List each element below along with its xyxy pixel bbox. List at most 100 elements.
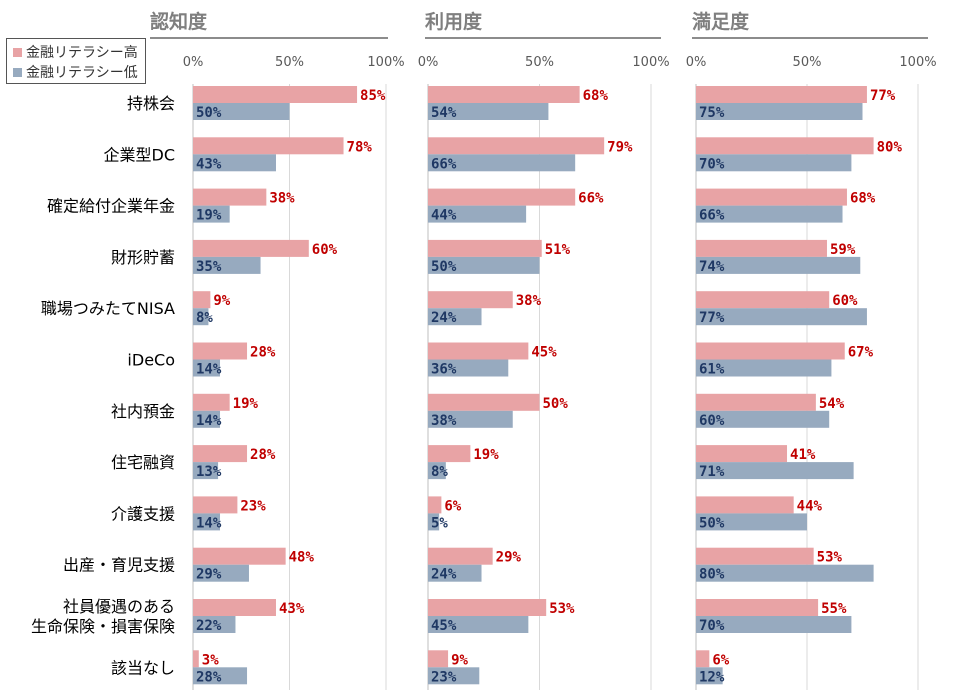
bar-0-1-9 — [193, 564, 249, 582]
bar-0-1-10 — [193, 616, 236, 633]
bar-2-1-9 — [696, 564, 874, 582]
bar-2-1-4 — [696, 308, 867, 326]
legend-swatch-low — [13, 67, 22, 77]
bar-0-1-8 — [193, 513, 221, 531]
data-label-0-0-8: 23% — [240, 498, 266, 514]
data-label-2-0-6: 54% — [819, 396, 845, 412]
data-label-0-0-3: 60% — [312, 242, 338, 258]
bar-1-0-10 — [428, 599, 547, 616]
data-label-0-1-10: 22% — [196, 618, 222, 634]
data-label-1-1-6: 38% — [431, 413, 457, 429]
tick-label-2-0: 0% — [686, 55, 707, 70]
data-label-0-1-0: 50% — [196, 105, 222, 121]
bar-0-0-1 — [193, 137, 344, 155]
bar-0-0-7 — [193, 445, 248, 463]
data-label-2-0-1: 80% — [877, 139, 903, 155]
data-label-1-1-5: 36% — [431, 362, 457, 378]
bar-1-1-5 — [428, 359, 509, 377]
data-label-1-0-10: 53% — [549, 601, 575, 617]
data-label-0-0-0: 85% — [360, 88, 386, 104]
bar-2-0-6 — [696, 393, 816, 411]
bar-2-1-6 — [696, 410, 830, 428]
bar-1-1-4 — [428, 308, 482, 326]
bar-0-1-2 — [193, 205, 230, 223]
bar-0-1-5 — [193, 359, 221, 377]
bar-0-0-10 — [193, 599, 276, 616]
bar-2-1-1 — [696, 154, 852, 172]
data-label-0-1-1: 43% — [196, 156, 222, 172]
data-label-1-1-9: 24% — [431, 567, 457, 583]
bar-2-0-7 — [696, 445, 788, 463]
data-label-2-0-10: 55% — [821, 601, 847, 617]
legend-item-low: 金融リテラシー低 — [13, 62, 138, 82]
category-label-6: 社内預金 — [111, 402, 175, 421]
category-label-10: 社員優遇のある生命保険・損害保険 — [31, 597, 175, 636]
bar-1-0-5 — [428, 342, 529, 360]
data-label-1-1-0: 54% — [431, 105, 457, 121]
data-label-1-0-0: 68% — [583, 88, 609, 104]
data-label-0-1-6: 14% — [196, 413, 222, 429]
data-label-1-1-11: 23% — [431, 669, 457, 685]
data-label-1-0-6: 50% — [543, 396, 569, 412]
data-label-2-0-9: 53% — [817, 550, 843, 566]
legend-label-low: 金融リテラシー低 — [26, 65, 138, 81]
data-label-0-1-4: 8% — [196, 310, 213, 326]
data-label-2-1-3: 74% — [699, 259, 725, 275]
category-label-line: 生命保険・損害保険 — [31, 617, 175, 636]
bar-0-1-11 — [193, 667, 248, 685]
data-label-1-1-1: 66% — [431, 156, 457, 172]
data-label-1-0-7: 19% — [473, 447, 499, 463]
category-label-11: 該当なし — [111, 658, 175, 677]
bar-2-0-4 — [696, 291, 830, 309]
data-label-0-1-9: 29% — [196, 567, 222, 583]
bar-0-0-2 — [193, 188, 267, 206]
bar-1-0-1 — [428, 137, 605, 155]
bar-1-0-7 — [428, 445, 471, 463]
data-label-2-0-4: 60% — [832, 293, 858, 309]
data-label-0-0-9: 48% — [289, 550, 315, 566]
bar-2-1-0 — [696, 103, 863, 120]
bar-2-0-2 — [696, 188, 847, 206]
bar-1-0-0 — [428, 86, 580, 103]
panel-title-0: 認知度 — [150, 10, 208, 33]
data-label-2-1-6: 60% — [699, 413, 725, 429]
data-label-1-1-4: 24% — [431, 310, 457, 326]
data-label-0-0-4: 9% — [213, 293, 230, 309]
data-label-0-1-5: 14% — [196, 362, 222, 378]
data-label-0-0-6: 19% — [233, 396, 259, 412]
data-label-0-1-3: 35% — [196, 259, 222, 275]
bar-1-0-9 — [428, 547, 493, 565]
data-label-1-1-3: 50% — [431, 259, 457, 275]
data-label-2-0-2: 68% — [850, 191, 876, 207]
data-label-1-0-4: 38% — [516, 293, 542, 309]
data-label-1-1-7: 8% — [431, 464, 448, 480]
data-label-2-1-4: 77% — [699, 310, 725, 326]
bar-1-0-6 — [428, 393, 540, 411]
tick-label-1-1: 50% — [525, 55, 554, 70]
tick-label-2-1: 50% — [793, 55, 822, 70]
data-label-0-0-5: 28% — [250, 345, 276, 361]
data-label-2-1-8: 50% — [699, 515, 725, 531]
bar-1-1-0 — [428, 103, 549, 120]
bar-1-0-11 — [428, 650, 449, 668]
bar-2-1-11 — [696, 667, 723, 685]
data-label-1-0-1: 79% — [607, 139, 633, 155]
bar-1-0-4 — [428, 291, 513, 309]
bar-1-1-11 — [428, 667, 480, 685]
tick-label-0-0: 0% — [183, 55, 204, 70]
category-label-3: 財形貯蓄 — [111, 248, 175, 267]
bar-1-1-6 — [428, 410, 513, 428]
bar-2-1-10 — [696, 616, 852, 633]
bar-1-1-10 — [428, 616, 529, 633]
bar-1-0-8 — [428, 496, 442, 514]
bar-0-1-6 — [193, 410, 221, 428]
category-label-line: 社員優遇のある — [63, 597, 175, 616]
bar-0-1-1 — [193, 154, 276, 172]
data-label-0-1-7: 13% — [196, 464, 222, 480]
bar-1-1-7 — [428, 462, 446, 480]
tick-label-1-2: 100% — [632, 55, 669, 70]
data-label-1-0-11: 9% — [451, 652, 468, 668]
bar-0-1-4 — [193, 308, 209, 326]
data-label-2-0-0: 77% — [870, 88, 896, 104]
